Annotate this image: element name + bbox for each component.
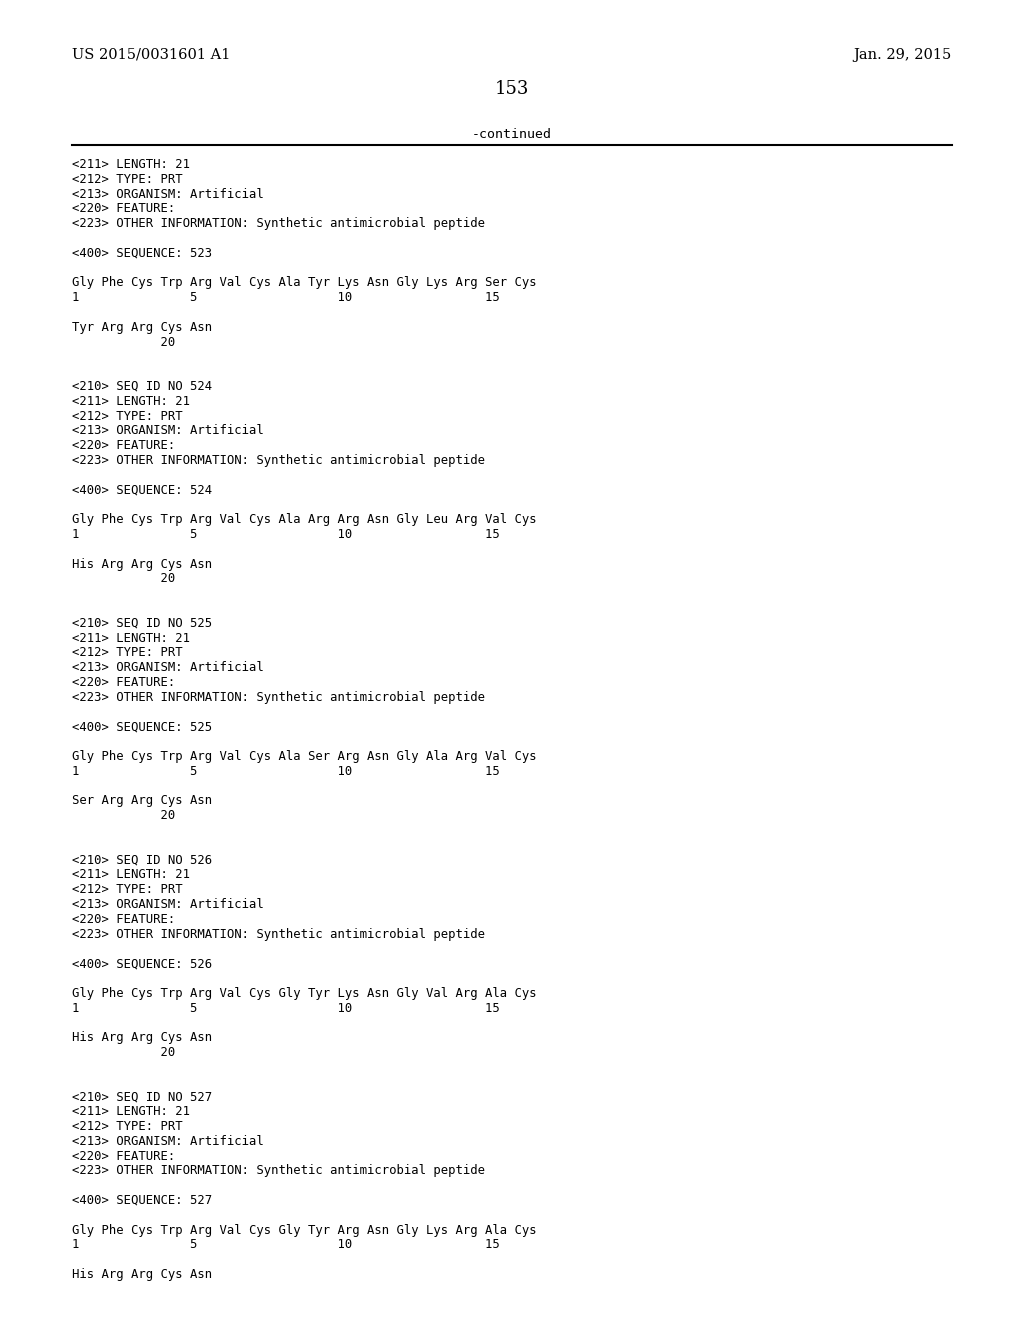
- Text: <213> ORGANISM: Artificial: <213> ORGANISM: Artificial: [72, 1135, 264, 1148]
- Text: <210> SEQ ID NO 527: <210> SEQ ID NO 527: [72, 1090, 212, 1104]
- Text: 153: 153: [495, 81, 529, 98]
- Text: <223> OTHER INFORMATION: Synthetic antimicrobial peptide: <223> OTHER INFORMATION: Synthetic antim…: [72, 454, 485, 467]
- Text: <223> OTHER INFORMATION: Synthetic antimicrobial peptide: <223> OTHER INFORMATION: Synthetic antim…: [72, 928, 485, 941]
- Text: Tyr Arg Arg Cys Asn: Tyr Arg Arg Cys Asn: [72, 321, 212, 334]
- Text: <220> FEATURE:: <220> FEATURE:: [72, 913, 175, 925]
- Text: <213> ORGANISM: Artificial: <213> ORGANISM: Artificial: [72, 661, 264, 675]
- Text: Jan. 29, 2015: Jan. 29, 2015: [854, 48, 952, 62]
- Text: <211> LENGTH: 21: <211> LENGTH: 21: [72, 869, 190, 882]
- Text: 1               5                   10                  15: 1 5 10 15: [72, 764, 500, 777]
- Text: His Arg Arg Cys Asn: His Arg Arg Cys Asn: [72, 1031, 212, 1044]
- Text: <223> OTHER INFORMATION: Synthetic antimicrobial peptide: <223> OTHER INFORMATION: Synthetic antim…: [72, 218, 485, 230]
- Text: US 2015/0031601 A1: US 2015/0031601 A1: [72, 48, 230, 62]
- Text: <213> ORGANISM: Artificial: <213> ORGANISM: Artificial: [72, 425, 264, 437]
- Text: <220> FEATURE:: <220> FEATURE:: [72, 440, 175, 453]
- Text: <220> FEATURE:: <220> FEATURE:: [72, 202, 175, 215]
- Text: Gly Phe Cys Trp Arg Val Cys Ala Arg Arg Asn Gly Leu Arg Val Cys: Gly Phe Cys Trp Arg Val Cys Ala Arg Arg …: [72, 513, 537, 527]
- Text: 1               5                   10                  15: 1 5 10 15: [72, 528, 500, 541]
- Text: <211> LENGTH: 21: <211> LENGTH: 21: [72, 158, 190, 172]
- Text: <211> LENGTH: 21: <211> LENGTH: 21: [72, 631, 190, 644]
- Text: 1               5                   10                  15: 1 5 10 15: [72, 1238, 500, 1251]
- Text: 20: 20: [72, 335, 175, 348]
- Text: <212> TYPE: PRT: <212> TYPE: PRT: [72, 883, 182, 896]
- Text: <400> SEQUENCE: 526: <400> SEQUENCE: 526: [72, 957, 212, 970]
- Text: <220> FEATURE:: <220> FEATURE:: [72, 1150, 175, 1163]
- Text: <213> ORGANISM: Artificial: <213> ORGANISM: Artificial: [72, 187, 264, 201]
- Text: Gly Phe Cys Trp Arg Val Cys Ala Ser Arg Asn Gly Ala Arg Val Cys: Gly Phe Cys Trp Arg Val Cys Ala Ser Arg …: [72, 750, 537, 763]
- Text: -continued: -continued: [472, 128, 552, 141]
- Text: <223> OTHER INFORMATION: Synthetic antimicrobial peptide: <223> OTHER INFORMATION: Synthetic antim…: [72, 690, 485, 704]
- Text: <211> LENGTH: 21: <211> LENGTH: 21: [72, 395, 190, 408]
- Text: <212> TYPE: PRT: <212> TYPE: PRT: [72, 409, 182, 422]
- Text: Gly Phe Cys Trp Arg Val Cys Ala Tyr Lys Asn Gly Lys Arg Ser Cys: Gly Phe Cys Trp Arg Val Cys Ala Tyr Lys …: [72, 276, 537, 289]
- Text: Gly Phe Cys Trp Arg Val Cys Gly Tyr Lys Asn Gly Val Arg Ala Cys: Gly Phe Cys Trp Arg Val Cys Gly Tyr Lys …: [72, 987, 537, 999]
- Text: Gly Phe Cys Trp Arg Val Cys Gly Tyr Arg Asn Gly Lys Arg Ala Cys: Gly Phe Cys Trp Arg Val Cys Gly Tyr Arg …: [72, 1224, 537, 1237]
- Text: <210> SEQ ID NO 524: <210> SEQ ID NO 524: [72, 380, 212, 393]
- Text: 1               5                   10                  15: 1 5 10 15: [72, 292, 500, 304]
- Text: 20: 20: [72, 1045, 175, 1059]
- Text: <210> SEQ ID NO 525: <210> SEQ ID NO 525: [72, 616, 212, 630]
- Text: <211> LENGTH: 21: <211> LENGTH: 21: [72, 1105, 190, 1118]
- Text: <223> OTHER INFORMATION: Synthetic antimicrobial peptide: <223> OTHER INFORMATION: Synthetic antim…: [72, 1164, 485, 1177]
- Text: 20: 20: [72, 573, 175, 585]
- Text: His Arg Arg Cys Asn: His Arg Arg Cys Asn: [72, 1269, 212, 1280]
- Text: <212> TYPE: PRT: <212> TYPE: PRT: [72, 647, 182, 660]
- Text: <220> FEATURE:: <220> FEATURE:: [72, 676, 175, 689]
- Text: His Arg Arg Cys Asn: His Arg Arg Cys Asn: [72, 557, 212, 570]
- Text: 20: 20: [72, 809, 175, 822]
- Text: <212> TYPE: PRT: <212> TYPE: PRT: [72, 173, 182, 186]
- Text: <210> SEQ ID NO 526: <210> SEQ ID NO 526: [72, 854, 212, 867]
- Text: Ser Arg Arg Cys Asn: Ser Arg Arg Cys Asn: [72, 795, 212, 808]
- Text: <400> SEQUENCE: 525: <400> SEQUENCE: 525: [72, 721, 212, 734]
- Text: <213> ORGANISM: Artificial: <213> ORGANISM: Artificial: [72, 898, 264, 911]
- Text: <400> SEQUENCE: 523: <400> SEQUENCE: 523: [72, 247, 212, 260]
- Text: <400> SEQUENCE: 527: <400> SEQUENCE: 527: [72, 1195, 212, 1206]
- Text: <400> SEQUENCE: 524: <400> SEQUENCE: 524: [72, 483, 212, 496]
- Text: 1               5                   10                  15: 1 5 10 15: [72, 1002, 500, 1015]
- Text: <212> TYPE: PRT: <212> TYPE: PRT: [72, 1119, 182, 1133]
